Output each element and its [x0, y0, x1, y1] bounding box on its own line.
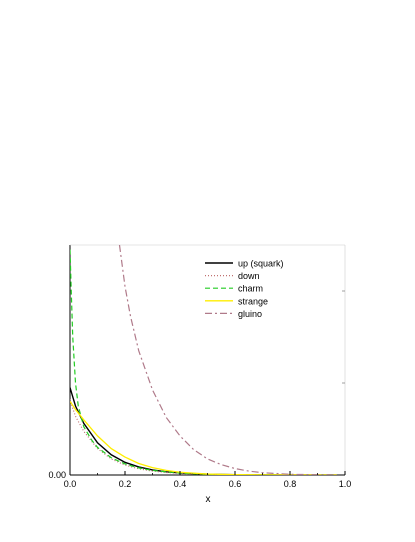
series-line-strange: [70, 401, 337, 475]
x-tick-label: 1.0: [339, 479, 352, 489]
legend-label: strange: [238, 296, 268, 306]
series-layer: [70, 245, 337, 475]
x-tick-label: 0.8: [284, 479, 297, 489]
series-line-down: [70, 398, 337, 475]
x-tick-label: 0.4: [174, 479, 187, 489]
x-axis-label: x: [206, 494, 211, 505]
y-tick-label: 0.00: [48, 470, 66, 480]
x-tick-label: 0.0: [64, 479, 77, 489]
legend-label: gluino: [238, 309, 262, 319]
legend-label: up (squark): [238, 259, 284, 269]
axis-layer: 0.0 0.2 0.4 0.6 0.8 1.0 0.00: [48, 290, 352, 489]
legend: up (squark) down charm strange gluino: [205, 259, 284, 319]
series-line-charm: [70, 249, 337, 475]
x-tick-label: 0.2: [119, 479, 132, 489]
series-line-up-squark: [70, 387, 337, 475]
legend-label: down: [238, 271, 260, 281]
series-line-gluino: [118, 245, 337, 475]
x-tick-label: 0.6: [229, 479, 242, 489]
plot-frame: [69, 244, 346, 476]
legend-label: charm: [238, 284, 263, 294]
